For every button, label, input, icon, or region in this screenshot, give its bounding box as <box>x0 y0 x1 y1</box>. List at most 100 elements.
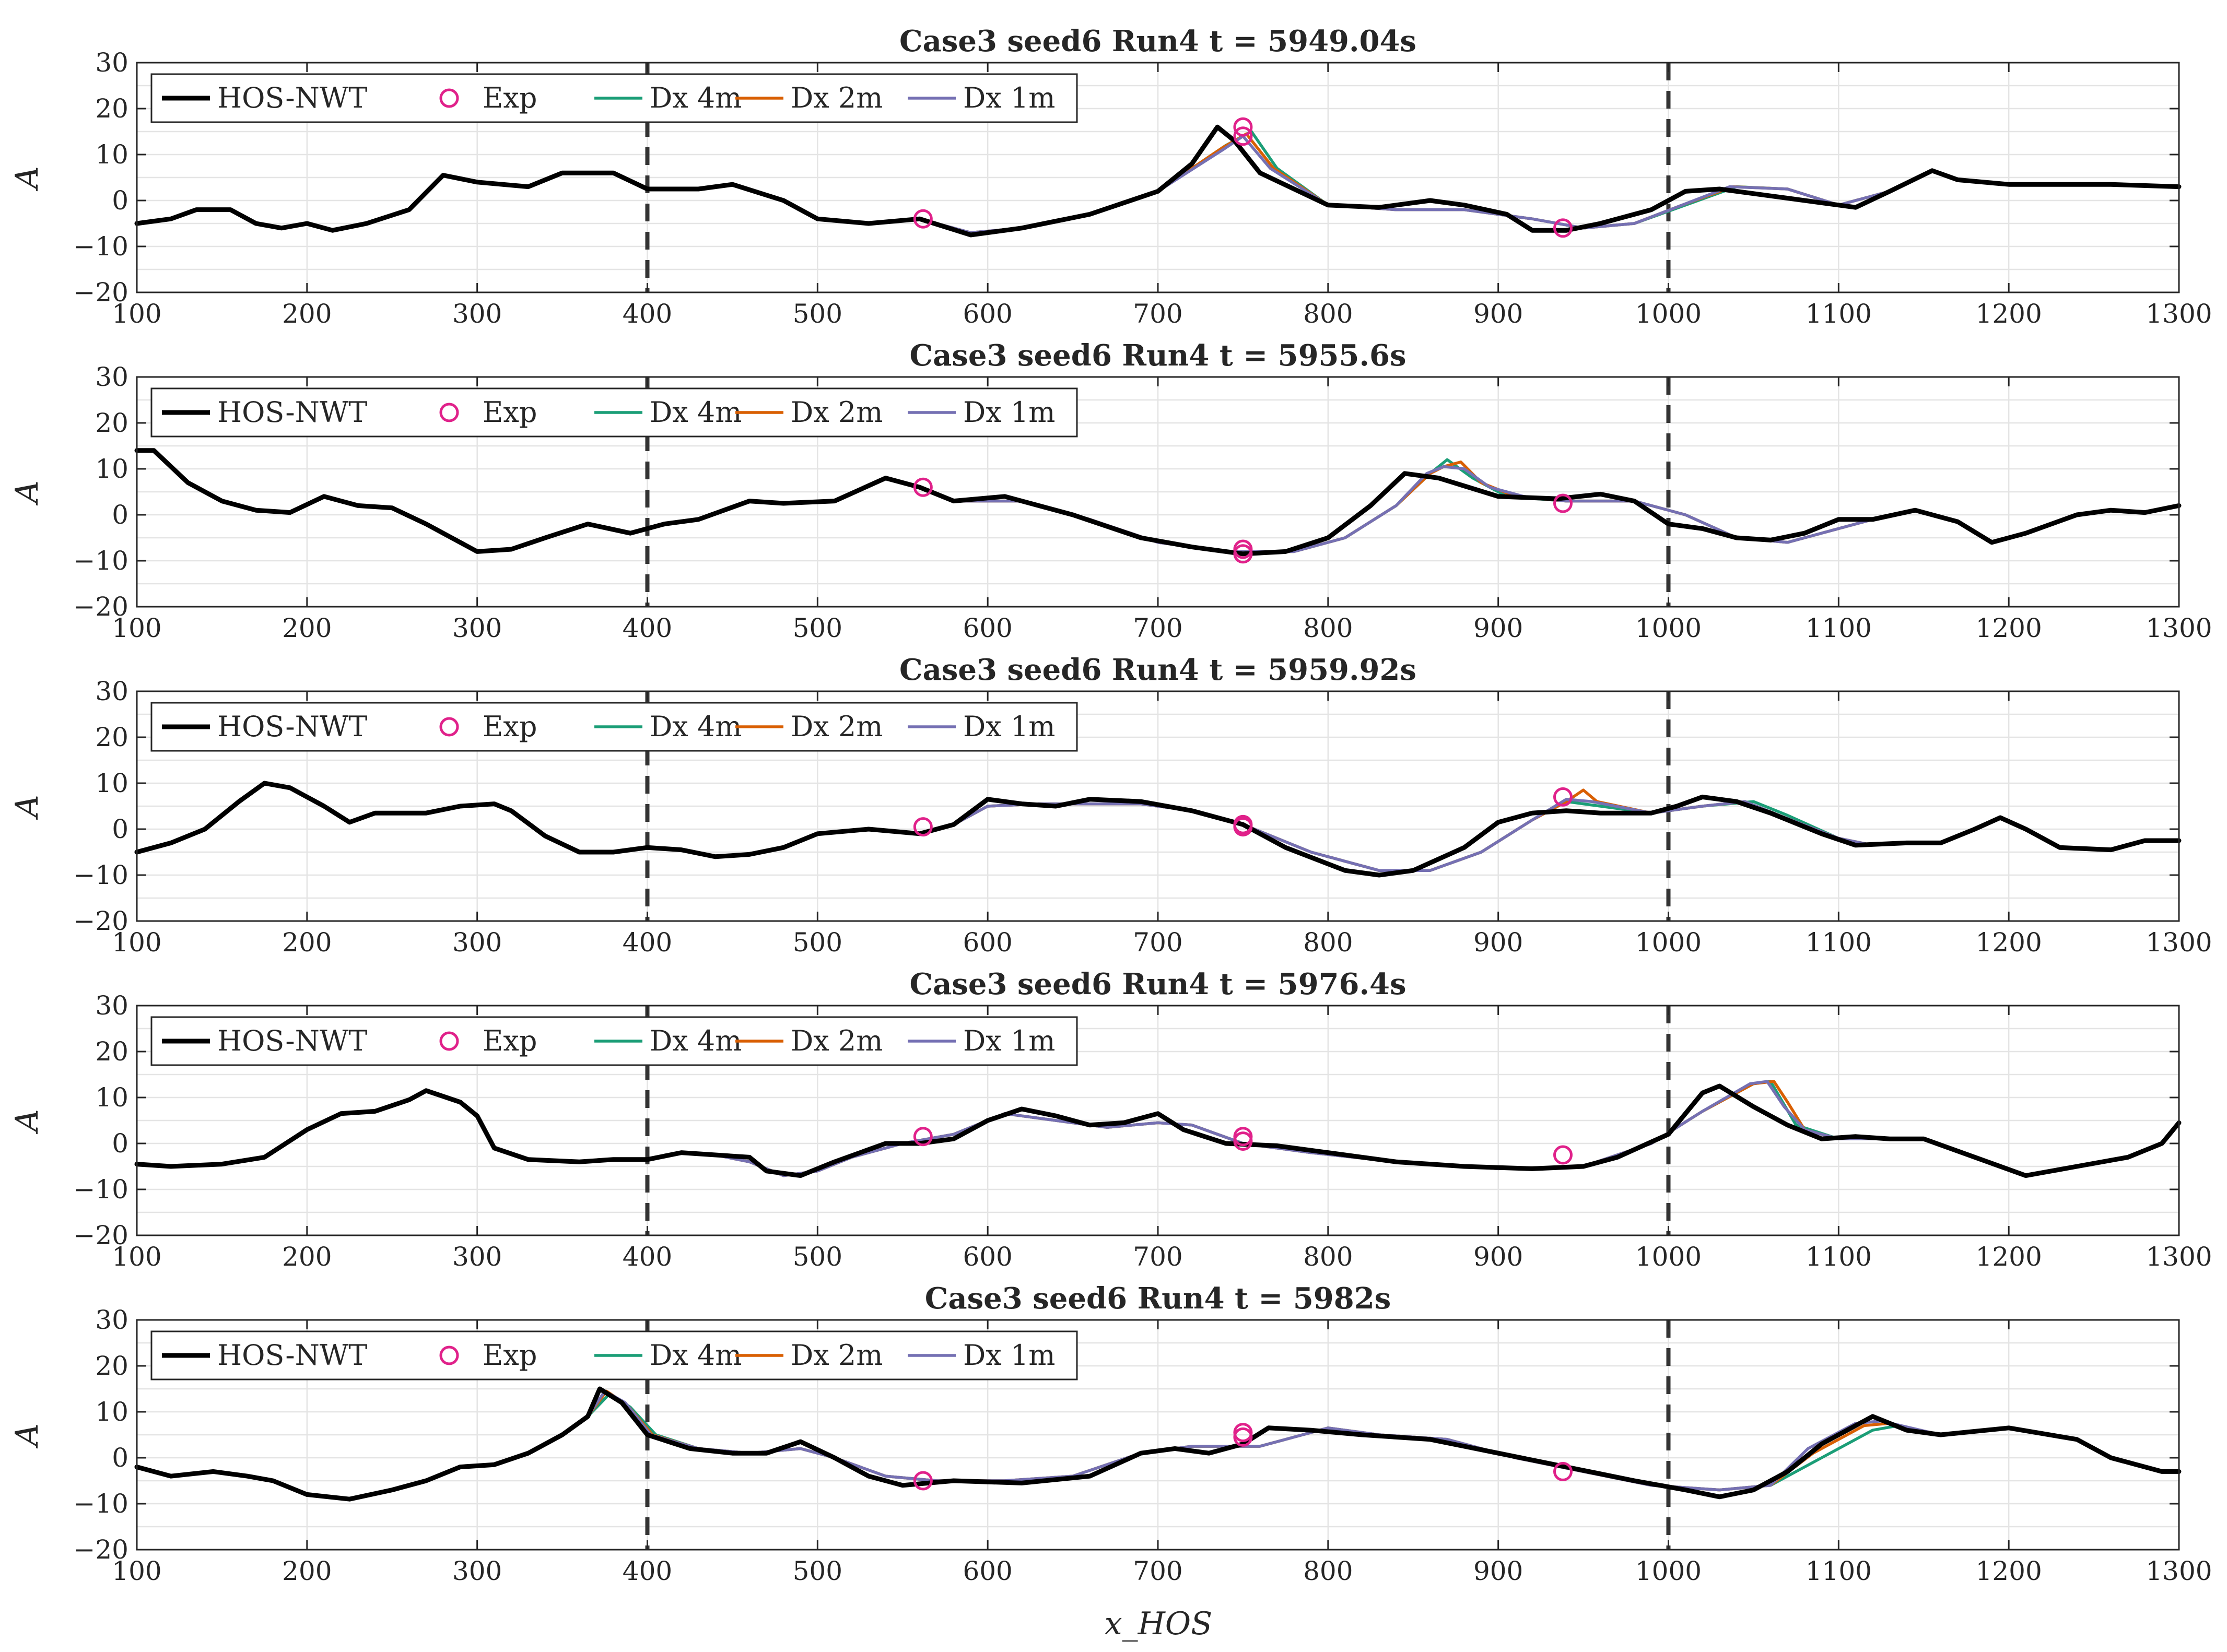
x-tick-label: 500 <box>793 1556 842 1586</box>
legend: HOS-NWT Exp Dx 4m Dx 2m Dx 1m <box>150 387 1078 438</box>
legend-label: Dx 4m <box>650 1024 742 1057</box>
exp-point <box>913 209 933 229</box>
x-tick-label: 1100 <box>1806 927 1872 958</box>
exp-point <box>1553 493 1573 513</box>
panel-title: Case3 seed6 Run4 t = 5976.4s <box>910 967 1406 1001</box>
legend-label: Exp <box>483 710 537 743</box>
x-tick-label: 400 <box>623 1242 672 1272</box>
x-tick-label: 900 <box>1473 613 1523 643</box>
x-tick-label: 700 <box>1133 299 1182 329</box>
legend-label: Dx 2m <box>791 81 883 114</box>
legend-label: HOS-NWT <box>217 396 367 429</box>
x-tick-label: 1100 <box>1806 1242 1872 1272</box>
x-tick-label: 800 <box>1303 613 1353 643</box>
legend-marker-exp <box>439 1031 459 1051</box>
exp-point <box>913 1127 933 1147</box>
panel-title: Case3 seed6 Run4 t = 5959.92s <box>899 653 1416 687</box>
exp-point <box>1233 817 1253 837</box>
x-tick-label: 1200 <box>1976 299 2042 329</box>
legend-label: Dx 4m <box>650 81 742 114</box>
x-tick-label: 100 <box>112 1242 161 1272</box>
y-tick-label: 10 <box>95 1082 128 1113</box>
legend-label: Dx 2m <box>791 396 883 429</box>
chart-panels: 100 200 300 400 500 600 700 800 900 1000 1100 1200 1… <box>9 24 2212 1586</box>
legend-label: Dx 2m <box>791 1024 883 1057</box>
x-tick-label: 900 <box>1473 299 1523 329</box>
y-tick-label: −10 <box>73 1489 128 1519</box>
y-tick-label: 10 <box>95 454 128 484</box>
y-tick-label: 20 <box>95 1036 128 1067</box>
panel-5: 100 200 300 400 500 600 700 800 900 1000 1100 1200 1… <box>9 1281 2212 1586</box>
legend-label: Exp <box>483 81 537 114</box>
panel-3: 100 200 300 400 500 600 700 800 900 1000 1100 1200 1… <box>9 653 2212 958</box>
exp-point <box>1233 117 1253 137</box>
exp-point <box>1553 1145 1573 1165</box>
x-tick-label: 1300 <box>2146 613 2212 643</box>
y-tick-label: 0 <box>112 500 128 530</box>
y-axis-label: A <box>9 480 45 505</box>
x-tick-label: 500 <box>793 1242 842 1272</box>
y-tick-label: −10 <box>73 1174 128 1205</box>
panel-1: 100 200 300 400 500 600 700 800 900 1000 1100 1200 1… <box>9 24 2212 329</box>
x-tick-label: 1000 <box>1635 927 1702 958</box>
x-tick-label: 500 <box>793 613 842 643</box>
x-tick-label: 300 <box>452 613 502 643</box>
y-tick-label: 0 <box>112 814 128 844</box>
legend: HOS-NWT Exp Dx 4m Dx 2m Dx 1m <box>150 702 1078 752</box>
x-tick-label: 1000 <box>1635 299 1702 329</box>
x-tick-label: 400 <box>623 299 672 329</box>
y-tick-label: −20 <box>73 906 128 936</box>
x-tick-label: 1100 <box>1806 613 1872 643</box>
y-axis-label: A <box>9 166 45 191</box>
x-axis-label: x_HOS <box>1105 1606 1212 1642</box>
legend-label: Dx 1m <box>963 710 1055 743</box>
panel-title: Case3 seed6 Run4 t = 5949.04s <box>899 24 1416 58</box>
y-tick-label: 10 <box>95 768 128 798</box>
y-axis-label: A <box>9 795 45 820</box>
legend-label: Dx 2m <box>791 710 883 743</box>
exp-point <box>1233 544 1253 564</box>
series-line-hos <box>134 448 2182 557</box>
legend-label: HOS-NWT <box>217 81 367 114</box>
legend-marker-exp <box>439 717 459 737</box>
x-tick-label: 200 <box>282 927 332 958</box>
panel-title: Case3 seed6 Run4 t = 5955.6s <box>910 338 1406 373</box>
y-tick-label: 30 <box>95 676 128 706</box>
legend-marker-exp <box>439 403 459 422</box>
y-tick-label: −10 <box>73 546 128 576</box>
x-tick-label: 600 <box>963 1556 1012 1586</box>
y-tick-label: 20 <box>95 93 128 124</box>
x-tick-label: 400 <box>623 1556 672 1586</box>
y-tick-label: 30 <box>95 990 128 1021</box>
x-tick-label: 700 <box>1133 927 1182 958</box>
x-tick-label: 1200 <box>1976 613 2042 643</box>
legend-label: Dx 1m <box>963 396 1055 429</box>
x-tick-label: 300 <box>452 1556 502 1586</box>
x-tick-label: 1000 <box>1635 1242 1702 1272</box>
legend-label: Dx 1m <box>963 81 1055 114</box>
exp-point <box>1553 1461 1573 1481</box>
y-tick-label: −10 <box>73 231 128 262</box>
exp-point <box>1233 126 1253 146</box>
legend-label: Exp <box>483 1339 537 1372</box>
legend-label: Exp <box>483 396 537 429</box>
x-tick-label: 600 <box>963 299 1012 329</box>
x-tick-label: 1300 <box>2146 1242 2212 1272</box>
x-tick-label: 300 <box>452 299 502 329</box>
legend-label: Exp <box>483 1024 537 1057</box>
legend-label: Dx 4m <box>650 710 742 743</box>
x-tick-label: 600 <box>963 927 1012 958</box>
legend-marker-exp <box>439 88 459 108</box>
x-tick-label: 900 <box>1473 1556 1523 1586</box>
x-tick-label: 1100 <box>1806 299 1872 329</box>
exp-point <box>913 477 933 497</box>
series-line-hos <box>134 781 2182 878</box>
exp-point <box>1233 1131 1253 1151</box>
y-tick-label: 10 <box>95 1397 128 1427</box>
x-tick-label: 1100 <box>1806 1556 1872 1586</box>
panel-4: 100 200 300 400 500 600 700 800 900 1000 1100 1200 1… <box>9 967 2212 1272</box>
legend: HOS-NWT Exp Dx 4m Dx 2m Dx 1m <box>150 1330 1078 1380</box>
x-tick-label: 600 <box>963 1242 1012 1272</box>
x-tick-label: 200 <box>282 299 332 329</box>
